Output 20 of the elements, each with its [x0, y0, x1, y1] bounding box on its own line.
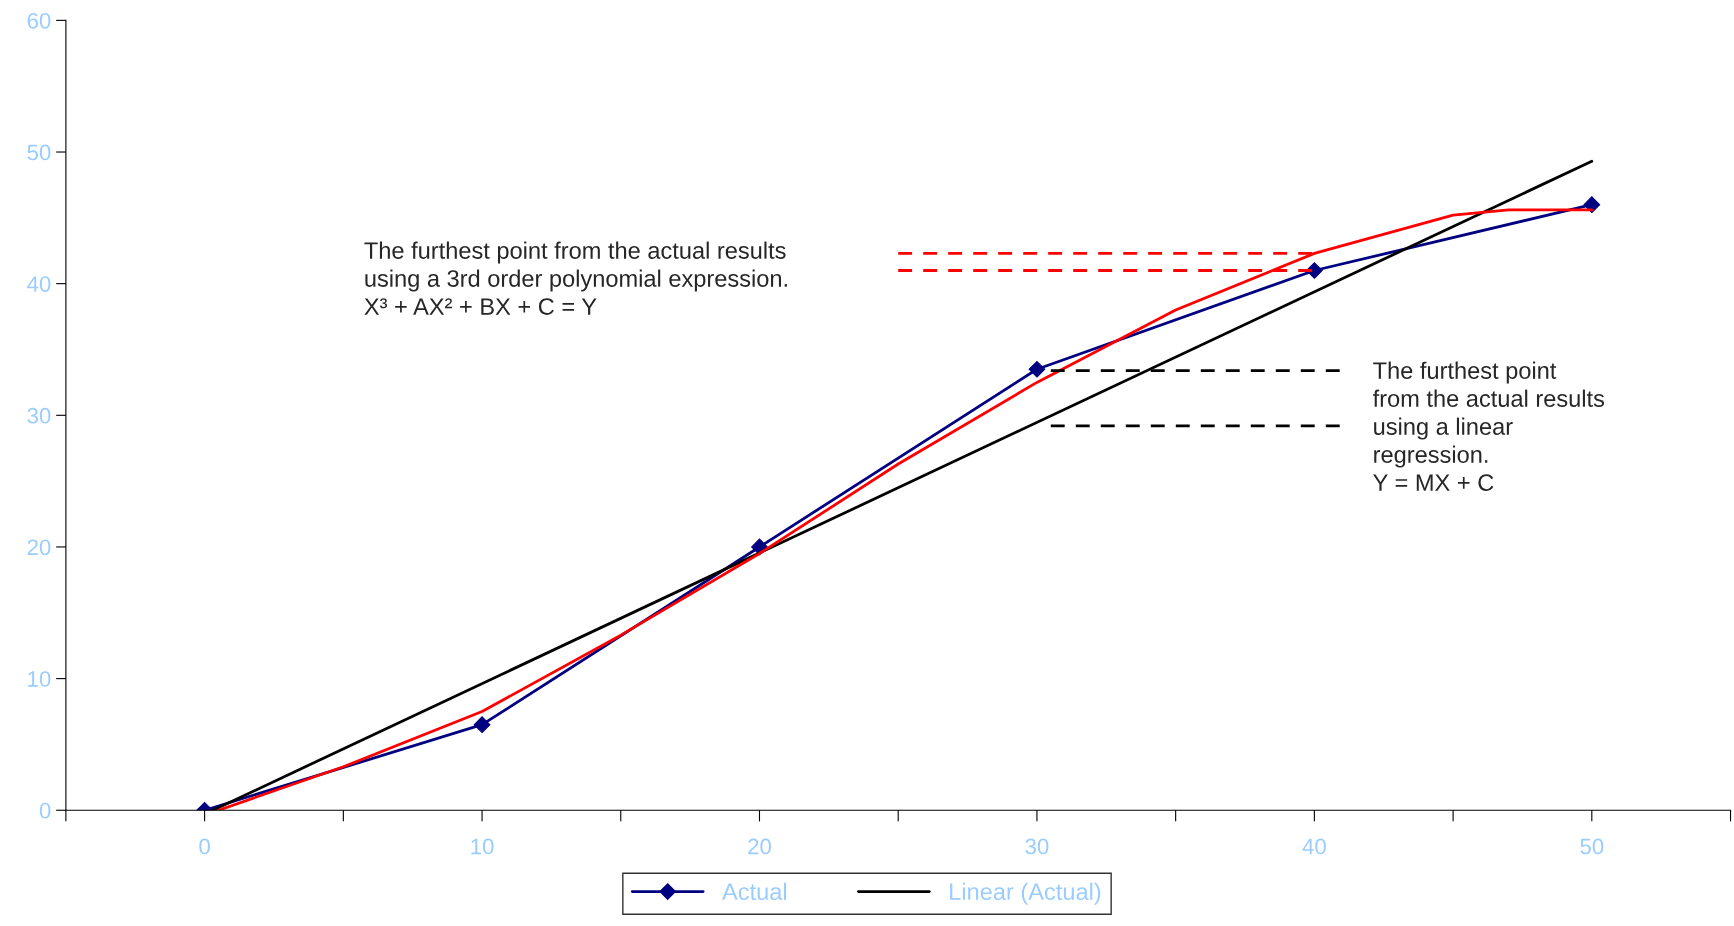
y-tick-label: 50 [27, 144, 51, 161]
point [1583, 196, 1601, 214]
legend-label: Linear (Actual) [950, 882, 1101, 905]
legend-label: Actual [722, 882, 787, 901]
y-tick-label: 20 [27, 539, 51, 556]
y-tick-label: 60 [27, 12, 51, 29]
x-tick-label: 10 [471, 838, 494, 855]
annotation: The furthest point from the actual results using a linear regression. Y = MX + C [1372, 361, 1605, 491]
y-tick-label: 10 [28, 671, 51, 687]
y-tick-label: 30 [27, 407, 51, 424]
x-tick-label: 20 [748, 838, 771, 855]
x-tick-label: 40 [1302, 838, 1326, 855]
x-tick-label: 0 [199, 838, 210, 855]
point [473, 716, 491, 734]
x-tick-label: 50 [1580, 838, 1604, 855]
y-tick-label: 0 [39, 802, 51, 819]
x-tick-label: 30 [1025, 838, 1049, 855]
y-tick-label: 40 [27, 276, 51, 292]
annotation: The furthest point from the actual results using a 3rd order polynomial expression. X³ + AX² + BX + C = Y [364, 241, 787, 315]
point [1028, 360, 1046, 378]
